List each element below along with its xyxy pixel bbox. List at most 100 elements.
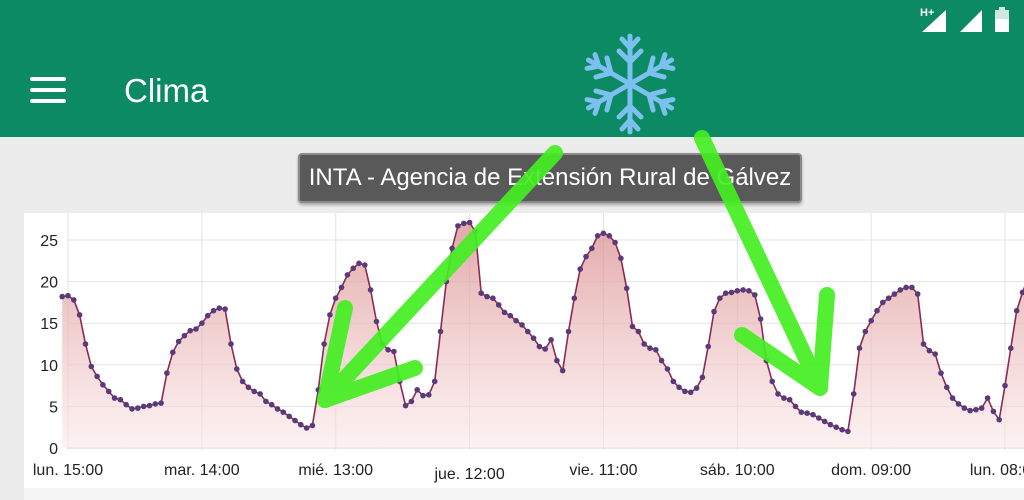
data-point-20	[175, 338, 182, 345]
station-selector-button[interactable]: INTA - Agencia de Extensión Rural de Gál…	[298, 153, 802, 203]
data-point-67	[449, 245, 455, 252]
data-point-147	[914, 291, 921, 297]
data-point-142	[885, 295, 892, 302]
data-point-29	[228, 341, 234, 347]
data-point-21	[181, 332, 188, 339]
data-point-35	[263, 398, 269, 405]
data-point-59	[402, 402, 409, 409]
data-point-120	[757, 316, 764, 322]
data-point-106	[676, 384, 682, 391]
data-point-8	[105, 388, 112, 395]
data-point-117	[740, 287, 746, 293]
data-point-6	[94, 373, 100, 380]
data-point-58	[396, 378, 403, 385]
data-point-19	[170, 349, 176, 356]
data-point-81	[530, 335, 537, 342]
data-point-87	[565, 328, 572, 335]
data-point-26	[210, 307, 217, 314]
data-point-126	[792, 403, 799, 410]
data-point-23	[193, 326, 199, 332]
data-point-151	[938, 370, 944, 376]
y-tick-label-0: 0	[49, 441, 58, 458]
data-point-123	[775, 391, 781, 397]
data-point-43	[309, 422, 316, 429]
data-point-125	[786, 396, 793, 403]
data-point-104	[664, 366, 671, 372]
data-point-37	[274, 406, 281, 412]
data-point-154	[955, 401, 962, 407]
data-point-39	[286, 413, 293, 420]
x-tick-label-3: jue. 12:00	[433, 466, 504, 483]
data-point-129	[810, 411, 816, 418]
data-point-86	[559, 367, 566, 374]
data-point-68	[455, 223, 461, 229]
app-bar	[0, 0, 1024, 137]
battery-icon	[995, 7, 1009, 32]
data-point-11	[123, 401, 129, 408]
data-point-64	[431, 378, 438, 385]
data-point-116	[734, 288, 741, 294]
y-tick-label-5: 5	[49, 399, 58, 416]
data-point-38	[280, 409, 287, 416]
data-point-36	[268, 401, 275, 408]
data-point-79	[519, 322, 525, 328]
x-tick-label-4: vie. 11:00	[569, 462, 637, 479]
snowflake-icon	[575, 33, 685, 136]
data-point-40	[292, 417, 298, 424]
data-point-74	[490, 295, 496, 302]
data-point-128	[804, 410, 810, 416]
y-tick-label-25: 25	[40, 233, 58, 250]
signal-icon: H+	[920, 7, 946, 32]
x-tick-label-6: dom. 09:00	[831, 462, 911, 479]
y-tick-label-20: 20	[40, 275, 58, 292]
data-point-76	[501, 309, 508, 316]
x-tick-label-1: mar. 14:00	[164, 462, 240, 479]
data-point-157	[973, 406, 979, 413]
data-point-107	[682, 388, 688, 395]
data-point-162	[1002, 382, 1008, 389]
data-point-54	[373, 318, 380, 325]
data-point-165	[1019, 289, 1024, 296]
data-point-124	[781, 395, 787, 401]
chart-footer	[24, 488, 1024, 500]
data-point-90	[583, 253, 589, 260]
data-point-85	[554, 357, 560, 364]
data-point-48	[338, 284, 345, 291]
status-bar: H+	[920, 6, 1010, 36]
data-point-134	[839, 426, 845, 433]
data-point-131	[821, 418, 828, 425]
data-point-133	[833, 424, 839, 431]
data-point-0	[59, 293, 65, 300]
data-point-22	[187, 327, 193, 334]
data-point-14	[140, 403, 147, 410]
data-point-7	[100, 382, 106, 388]
x-tick-label-5: sáb. 10:00	[700, 462, 775, 479]
data-point-41	[298, 421, 304, 428]
data-point-144	[897, 287, 904, 293]
data-point-158	[978, 405, 985, 411]
x-tick-label-2: mié. 13:00	[298, 462, 373, 479]
data-point-97	[623, 285, 630, 292]
data-point-1	[65, 292, 71, 299]
data-point-3	[76, 312, 83, 318]
data-point-145	[903, 284, 909, 291]
temperature-area-fill	[62, 222, 1024, 448]
data-point-91	[589, 245, 595, 252]
x-tick-label-0: lun. 15:00	[33, 462, 103, 479]
data-point-101	[647, 345, 653, 352]
data-point-136	[850, 391, 857, 397]
data-point-65	[437, 328, 444, 335]
data-point-100	[641, 341, 647, 347]
data-point-27	[216, 305, 223, 312]
signal-icon-2	[960, 10, 982, 32]
hamburger-menu-icon[interactable]	[30, 77, 66, 105]
data-point-152	[944, 384, 950, 391]
page-title: Clima	[124, 72, 209, 109]
menu-line-1	[30, 77, 66, 81]
data-point-42	[303, 425, 310, 431]
data-point-53	[367, 287, 374, 293]
data-point-93	[600, 230, 607, 237]
menu-line-3	[30, 99, 66, 103]
data-point-95	[612, 239, 618, 246]
data-point-28	[222, 306, 228, 312]
